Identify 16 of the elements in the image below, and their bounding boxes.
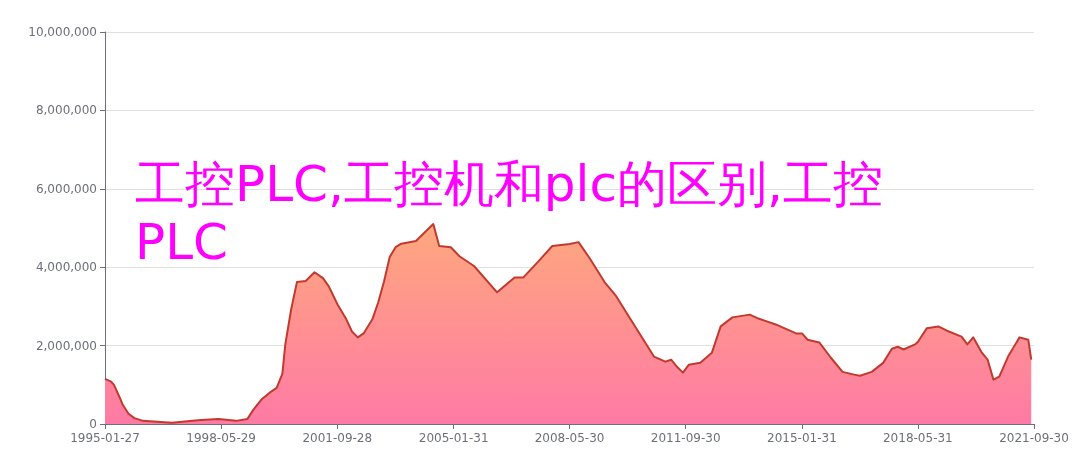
y-tick-label: 10,000,000: [28, 25, 97, 39]
y-tick-label: 4,000,000: [35, 260, 97, 275]
x-tick-label: 2015-01-31: [767, 431, 837, 445]
x-tick-label: 1998-05-29: [186, 431, 257, 445]
y-tick-label: 0: [89, 417, 97, 431]
text: 工控PLC,工控机和plc的区别,工控PLC: [135, 155, 883, 271]
x-tick-label: 2001-09-28: [302, 431, 373, 445]
x-tick-label: 1995-01-27: [70, 431, 140, 445]
y-tick-label: 6,000,000: [35, 181, 97, 196]
x-tick-label: 2011-09-30: [650, 431, 721, 445]
x-tick-label: 2018-05-31: [882, 431, 953, 445]
x-tick-label: 2008-05-30: [534, 431, 605, 445]
x-tick-label: 2021-09-30: [999, 431, 1069, 445]
y-tick-label: 2,000,000: [35, 338, 97, 353]
y-tick-label: 8,000,000: [35, 103, 97, 118]
x-tick-label: 2005-01-31: [418, 431, 489, 445]
